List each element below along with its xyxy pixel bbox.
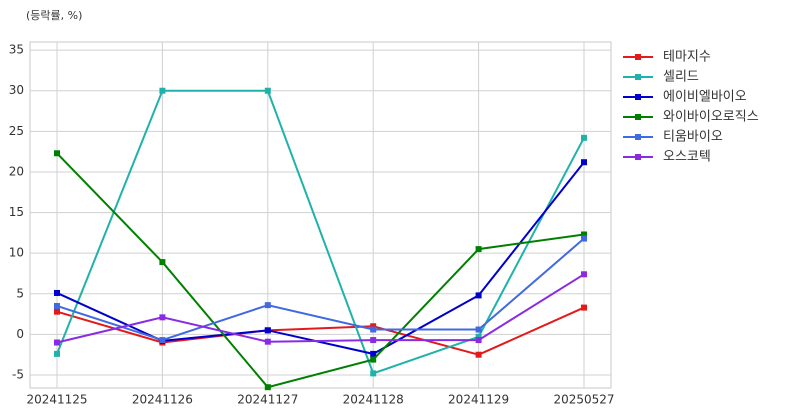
point-marker (264, 327, 271, 334)
point-marker (475, 292, 482, 299)
legend-label: 티움바이오 (663, 130, 723, 145)
legend-label: 셀리드 (663, 70, 699, 85)
point-marker (581, 231, 587, 238)
point-marker (475, 337, 482, 344)
y-tick-label: 5 (16, 286, 24, 300)
y-tick-label: 25 (9, 124, 24, 138)
point-marker (54, 289, 60, 296)
legend-label: 와이바이오로직스 (663, 110, 759, 125)
point-marker (159, 314, 166, 321)
y-tick-label: 0 (16, 327, 24, 341)
point-marker (581, 271, 587, 278)
point-marker (159, 337, 166, 344)
point-marker (54, 350, 60, 357)
series-line (56, 152, 585, 389)
point-marker (54, 339, 60, 346)
legend-marker (635, 114, 641, 120)
y-tick-label: 15 (9, 205, 24, 219)
point-marker (581, 134, 587, 141)
y-tick-label: -5 (12, 368, 24, 382)
legend-marker (635, 154, 641, 160)
plot-frame (29, 41, 612, 389)
point-marker (581, 304, 587, 311)
legend-marker (635, 134, 641, 140)
series-line (56, 89, 585, 375)
y-tick-label: 30 (9, 83, 24, 97)
x-tick-label: 20241128 (343, 393, 404, 407)
point-marker (370, 323, 377, 330)
series-line (56, 273, 585, 344)
series-line (56, 237, 585, 342)
point-marker (475, 246, 482, 253)
series-line (56, 161, 585, 355)
point-marker (54, 302, 60, 309)
x-tick-label: 20241127 (237, 393, 298, 407)
point-marker (370, 356, 377, 363)
y-tick-label: 35 (9, 43, 24, 57)
point-marker (159, 259, 166, 266)
point-marker (581, 235, 587, 242)
legend-label: 에이비엘바이오 (663, 90, 747, 105)
y-tick-label: 20 (9, 164, 24, 178)
legend-marker (635, 74, 641, 80)
point-marker (370, 350, 377, 357)
y-axis-label: (등락률, %) (26, 9, 82, 22)
point-marker (370, 370, 377, 377)
point-marker (54, 150, 60, 157)
series-line (56, 306, 585, 356)
point-marker (264, 384, 271, 391)
point-marker (264, 302, 271, 309)
point-marker (581, 159, 587, 166)
x-tick-label: 20241129 (448, 393, 509, 407)
point-marker (159, 87, 166, 94)
point-marker (475, 351, 482, 358)
legend-marker (635, 94, 641, 100)
y-tick-label: 10 (9, 246, 24, 260)
point-marker (370, 326, 377, 333)
x-tick-label: 20241126 (132, 393, 193, 407)
legend-label: 테마지수 (663, 50, 711, 65)
point-marker (264, 87, 271, 94)
x-tick-label: 20241125 (26, 393, 87, 407)
legend-marker (635, 54, 641, 60)
point-marker (54, 308, 60, 315)
point-marker (475, 326, 482, 333)
legend-label: 오스코텍 (663, 150, 711, 165)
point-marker (370, 337, 377, 344)
x-tick-label: 20250527 (553, 393, 614, 407)
point-marker (475, 333, 482, 340)
point-marker (264, 338, 271, 345)
